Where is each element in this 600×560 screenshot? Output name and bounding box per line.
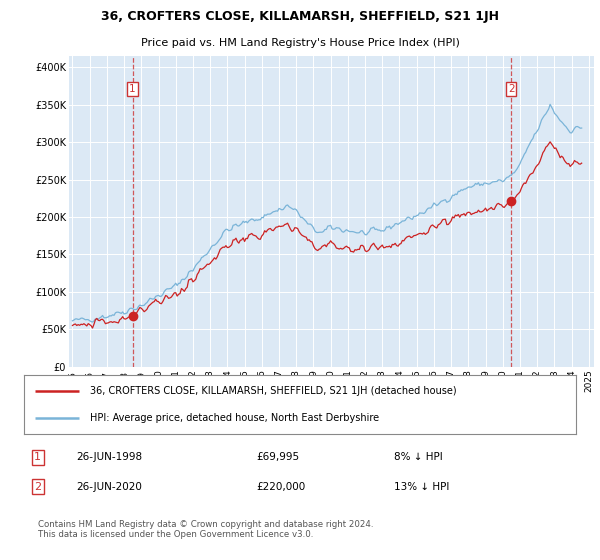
Text: 2: 2 [508,83,515,94]
Text: HPI: Average price, detached house, North East Derbyshire: HPI: Average price, detached house, Nort… [90,413,379,423]
Text: Contains HM Land Registry data © Crown copyright and database right 2024.
This d: Contains HM Land Registry data © Crown c… [38,520,373,539]
Text: 2: 2 [34,482,41,492]
Text: 36, CROFTERS CLOSE, KILLAMARSH, SHEFFIELD, S21 1JH (detached house): 36, CROFTERS CLOSE, KILLAMARSH, SHEFFIEL… [90,386,457,396]
Text: 13% ↓ HPI: 13% ↓ HPI [394,482,449,492]
Text: 8% ↓ HPI: 8% ↓ HPI [394,452,443,462]
Text: 1: 1 [34,452,41,462]
Text: 36, CROFTERS CLOSE, KILLAMARSH, SHEFFIELD, S21 1JH: 36, CROFTERS CLOSE, KILLAMARSH, SHEFFIEL… [101,11,499,24]
Text: 26-JUN-1998: 26-JUN-1998 [76,452,143,462]
Text: Price paid vs. HM Land Registry's House Price Index (HPI): Price paid vs. HM Land Registry's House … [140,38,460,48]
Text: £69,995: £69,995 [256,452,299,462]
Text: 26-JUN-2020: 26-JUN-2020 [76,482,142,492]
Text: £220,000: £220,000 [256,482,305,492]
Text: 1: 1 [129,83,136,94]
